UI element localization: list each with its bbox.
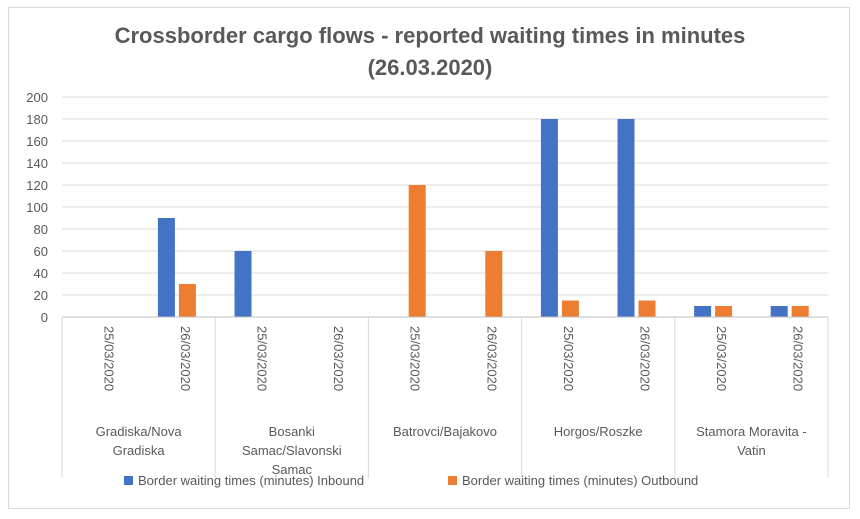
group-label: Gradiska/Nova	[96, 424, 183, 439]
x-tick-label: 25/03/2020	[714, 326, 729, 391]
x-tick-label: 25/03/2020	[101, 326, 116, 391]
x-tick-label: 26/03/2020	[791, 326, 806, 391]
y-tick-label: 180	[26, 112, 48, 127]
group-label: Bosanki	[269, 424, 315, 439]
y-tick-label: 40	[34, 266, 48, 281]
bar-inbound	[694, 306, 712, 317]
legend-label-inbound: Border waiting times (minutes) Inbound	[138, 473, 365, 488]
x-tick-label: 25/03/2020	[561, 326, 576, 391]
chart-title-line1: Crossborder cargo flows - reported waiti…	[114, 23, 746, 48]
group-label: Samac/Slavonski	[242, 443, 342, 458]
group-label: Horgos/Roszke	[554, 424, 643, 439]
x-tick-label: 26/03/2020	[484, 326, 499, 391]
legend-item-inbound: Border waiting times (minutes) Inbound	[124, 473, 364, 488]
y-tick-label: 20	[34, 288, 48, 303]
group-label: Vatin	[737, 443, 766, 458]
x-tick-label: 26/03/2020	[178, 326, 193, 391]
y-tick-label: 200	[26, 90, 48, 105]
chart-title: Crossborder cargo flows - reported waiti…	[0, 20, 860, 84]
bar-outbound	[485, 251, 503, 317]
bar-outbound	[561, 300, 579, 317]
bar-inbound	[540, 119, 558, 317]
y-tick-label: 160	[26, 134, 48, 149]
group-label: Samac	[272, 462, 313, 477]
group-label: Batrovci/Bajakovo	[393, 424, 497, 439]
legend-label-outbound: Border waiting times (minutes) Outbound	[462, 473, 699, 488]
y-tick-label: 0	[41, 310, 48, 325]
x-tick-label: 26/03/2020	[638, 326, 653, 391]
bar-inbound	[617, 119, 635, 317]
y-tick-label: 120	[26, 178, 48, 193]
bar-inbound	[234, 251, 252, 317]
x-tick-label: 25/03/2020	[255, 326, 270, 391]
y-tick-label: 100	[26, 200, 48, 215]
y-tick-label: 140	[26, 156, 48, 171]
bar-outbound	[408, 185, 426, 317]
group-label: Stamora Moravita -	[696, 424, 807, 439]
x-tick-label: 26/03/2020	[331, 326, 346, 391]
bar-outbound	[178, 284, 196, 317]
legend-swatch-outbound	[448, 476, 457, 485]
bar-inbound	[157, 218, 175, 317]
bar-outbound	[791, 306, 809, 317]
legend-item-outbound: Border waiting times (minutes) Outbound	[448, 473, 698, 488]
chart-frame	[8, 7, 850, 509]
legend-swatch-inbound	[124, 476, 133, 485]
y-tick-label: 60	[34, 244, 48, 259]
group-label: Gradiska	[113, 443, 166, 458]
y-tick-label: 80	[34, 222, 48, 237]
chart-title-line2: (26.03.2020)	[367, 55, 493, 80]
bar-outbound	[715, 306, 733, 317]
bar-inbound	[770, 306, 788, 317]
bar-outbound	[638, 300, 656, 317]
x-tick-label: 25/03/2020	[408, 326, 423, 391]
